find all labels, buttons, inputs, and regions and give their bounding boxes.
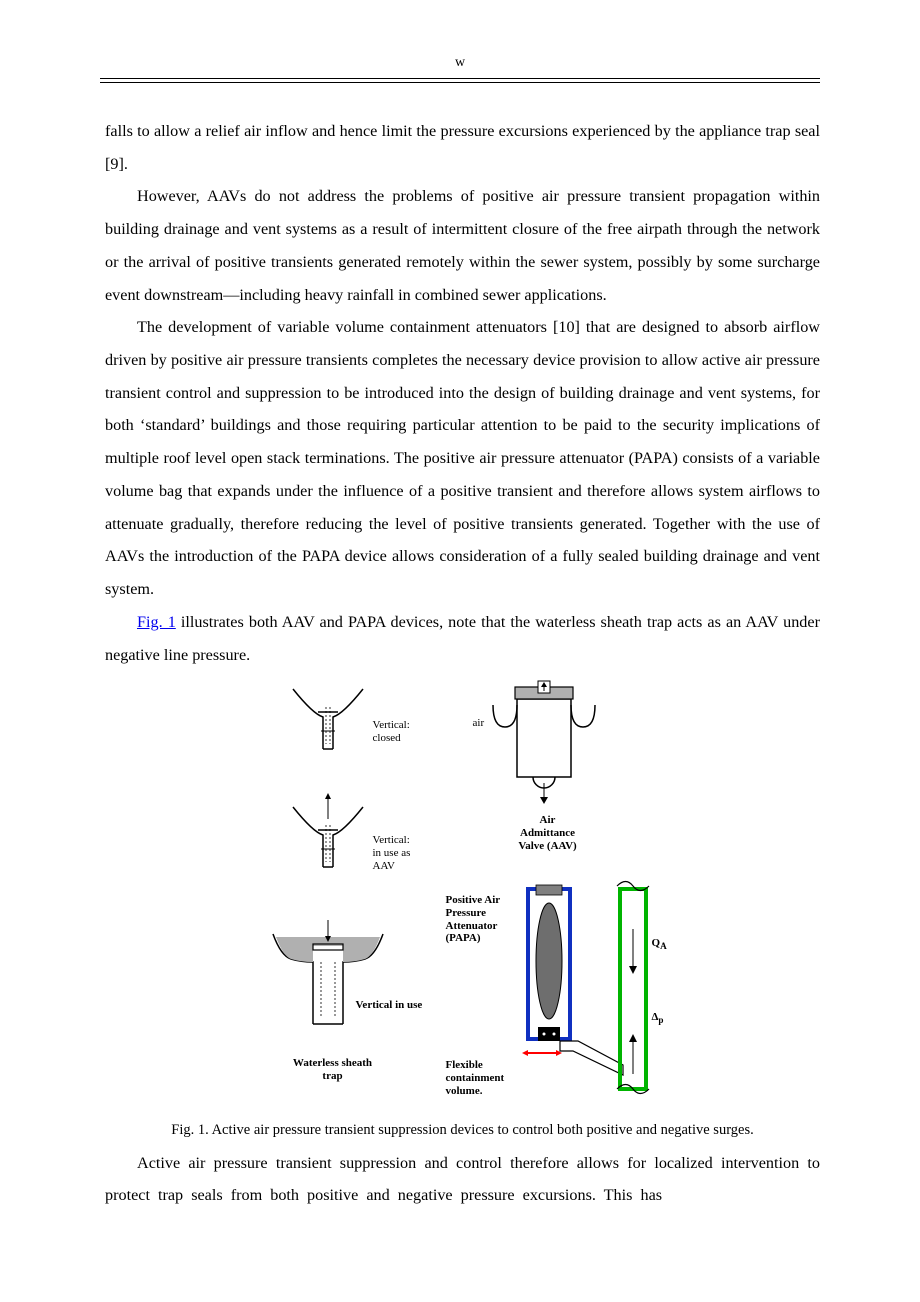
label-aav-title: Air Admittance Valve (AAV) [508,814,588,852]
label-air: air [473,717,485,730]
figure-1: Vertical: closed Vertical: in use as AAV… [248,679,678,1114]
label-vertical-use: Vertical in use [356,999,423,1012]
header-rule-top [100,78,820,79]
label-qa: QA [652,937,667,952]
page-header-label: w [0,55,920,71]
green-stack-icon [617,882,649,1094]
body-text-block: falls to allow a relief air inflow and h… [105,115,820,1212]
para-5: Active air pressure transient suppressio… [105,1147,820,1212]
para-1: falls to allow a relief air inflow and h… [105,115,820,180]
para-3: The development of variable volume conta… [105,311,820,605]
label-dp: Δp [652,1011,664,1026]
para-2: However, AAVs do not address the problem… [105,180,820,311]
label-waterless: Waterless sheath trap [283,1057,383,1082]
label-flexible: Flexible containment volume. [446,1059,505,1097]
label-vertical-aav: Vertical: in use as AAV [373,834,411,872]
trap-aav-icon [293,793,363,867]
fig1-link[interactable]: Fig. 1 [137,613,176,631]
para-4: Fig. 1 illustrates both AAV and PAPA dev… [105,606,820,671]
para-4-text: illustrates both AAV and PAPA devices, n… [105,613,820,664]
label-papa-title: Positive Air Pressure Attenuator (PAPA) [446,894,501,945]
figure-1-caption: Fig. 1. Active air pressure transient su… [105,1120,820,1140]
trap-closed-icon [293,689,363,749]
label-vertical-closed: Vertical: closed [373,719,410,744]
aav-icon [493,681,595,804]
header-rule-bottom [100,82,820,83]
papa-icon [522,885,623,1075]
